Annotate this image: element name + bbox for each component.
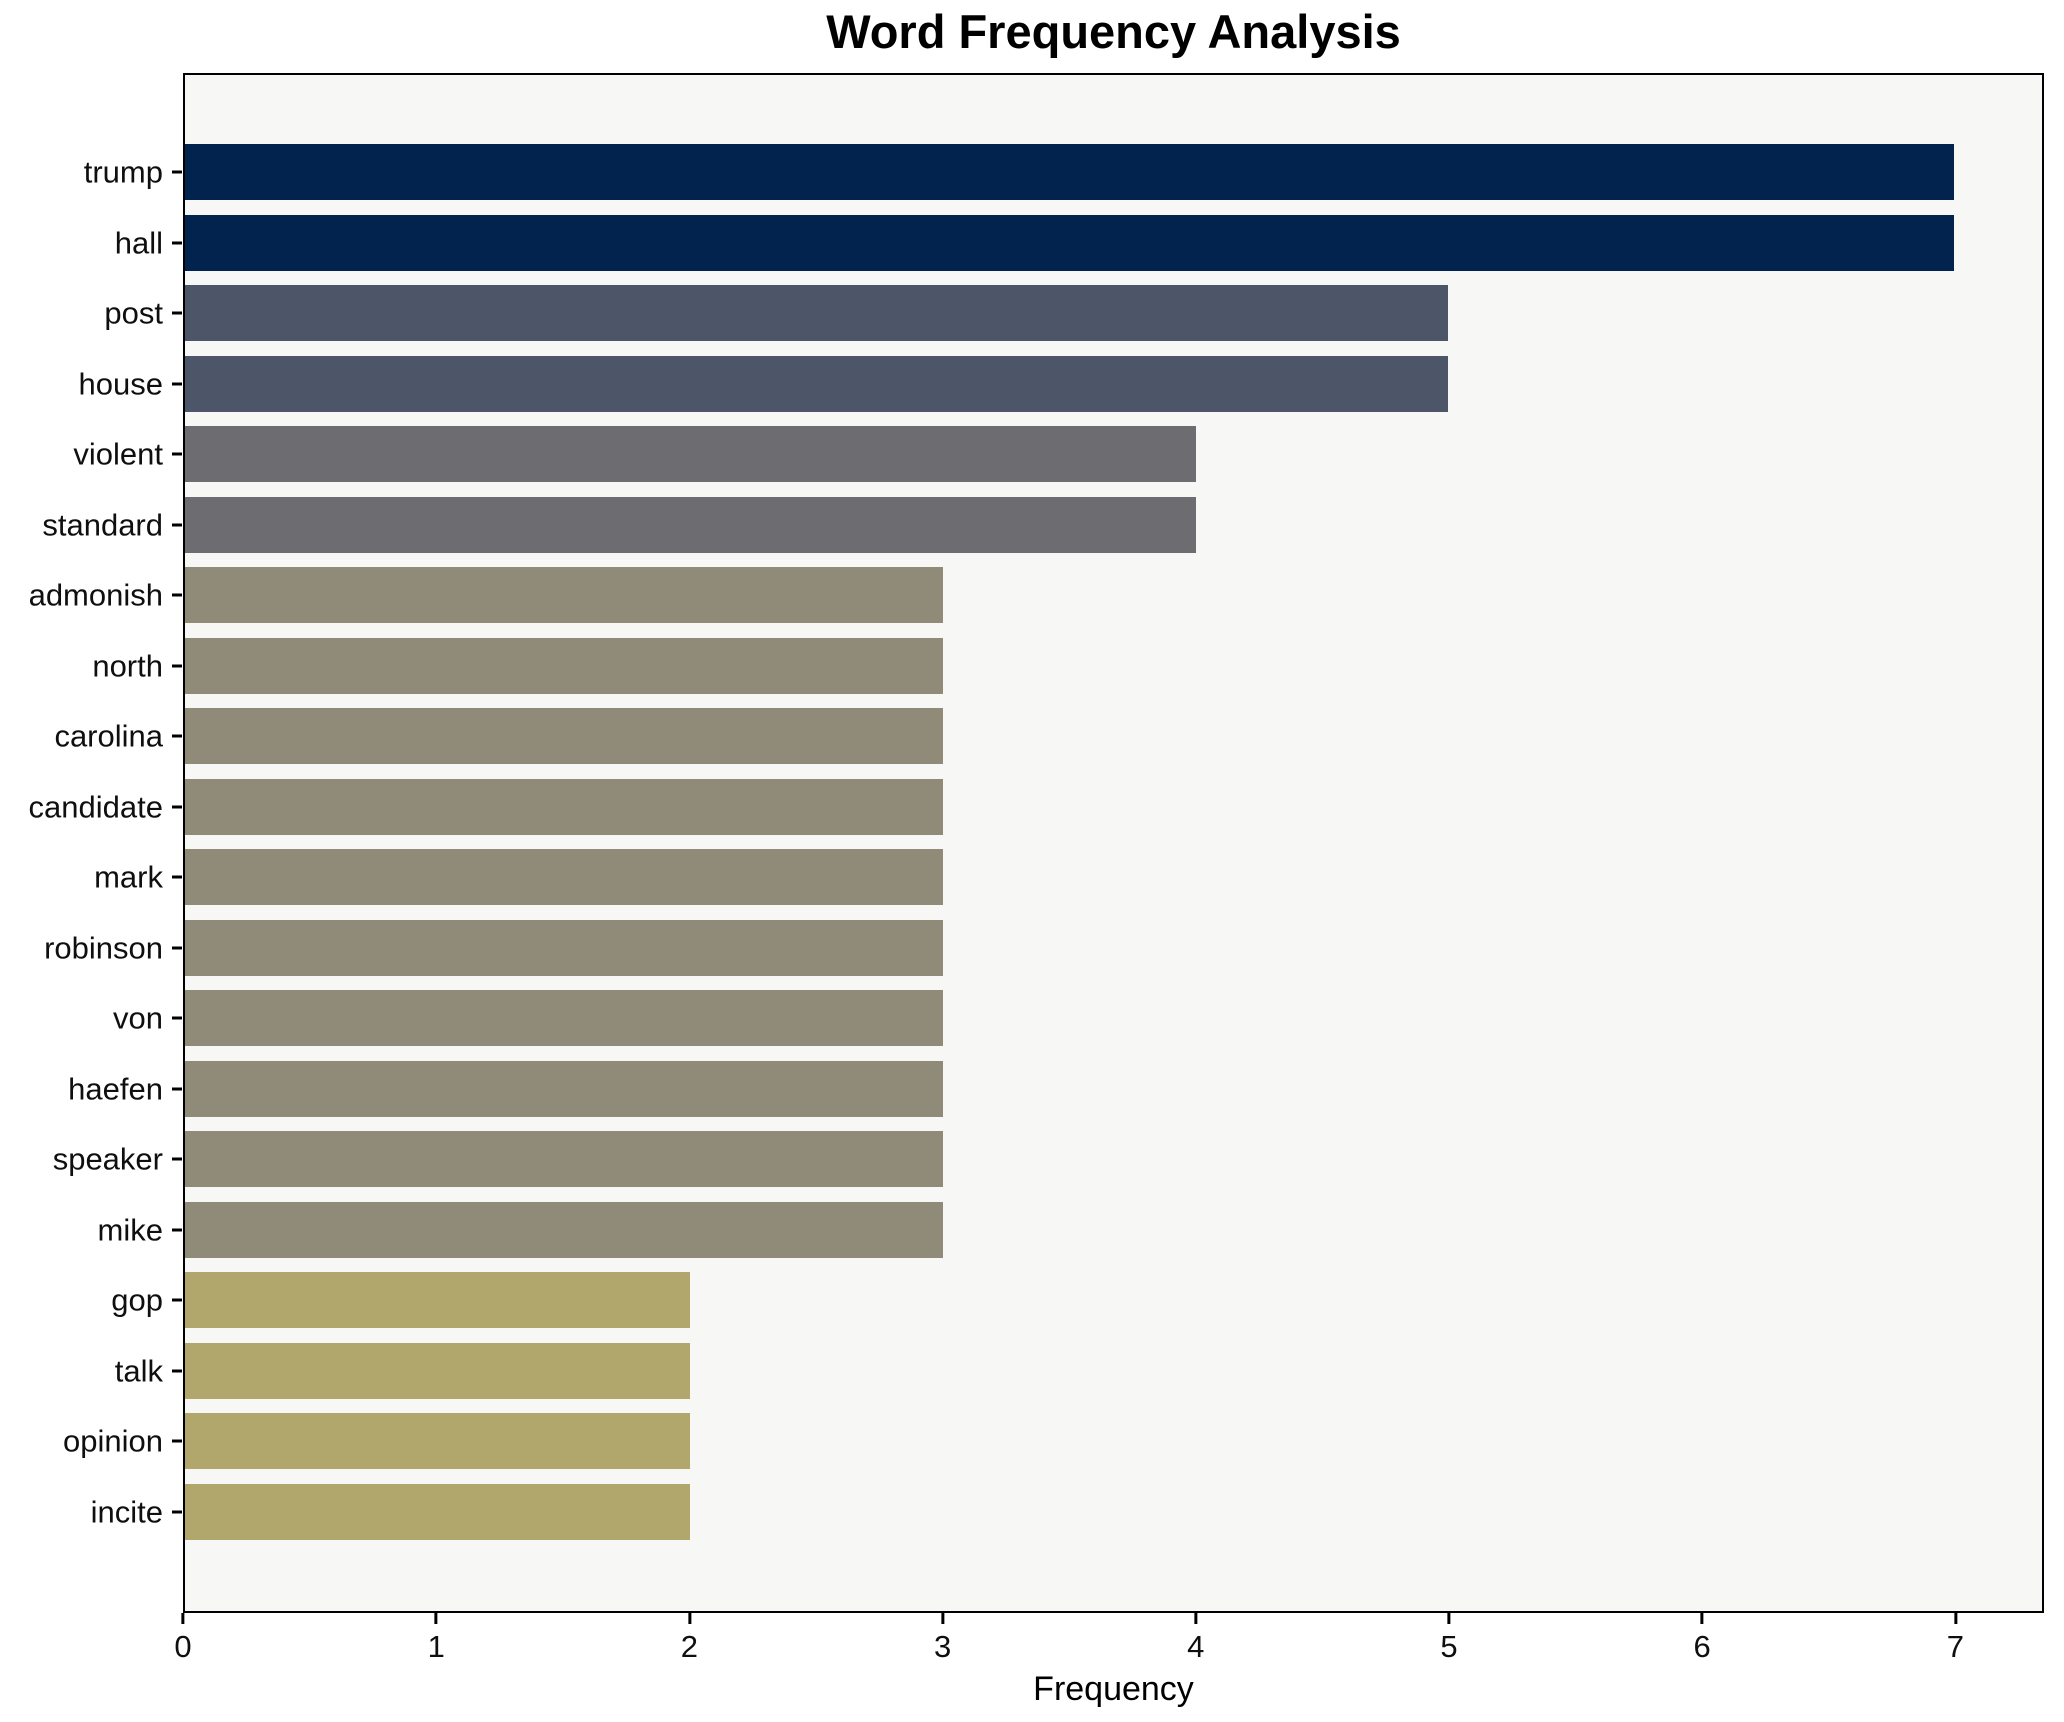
- y-tick-label: speaker: [52, 1141, 163, 1177]
- bars-container: trump hall post house violent standard admonis…: [29, 75, 2042, 1611]
- x-tick: 5: [1440, 1613, 1458, 1664]
- bar-row: candidate: [29, 772, 2042, 843]
- y-tick-label: opinion: [63, 1423, 163, 1459]
- bar: [185, 637, 943, 694]
- bar-row: robinson: [44, 913, 2042, 984]
- bar: [185, 919, 943, 976]
- x-tick-label: 1: [427, 1629, 445, 1664]
- y-tick-label: house: [78, 366, 163, 402]
- y-tick-label: carolina: [54, 718, 163, 754]
- bar-row: incite: [91, 1477, 2042, 1548]
- x-tick: 7: [1947, 1613, 1964, 1662]
- bar: [185, 1483, 691, 1540]
- bar-row: speaker: [53, 1124, 2042, 1195]
- x-axis-label: Frequency: [1033, 1670, 1194, 1708]
- bar-row: mark: [94, 842, 2042, 913]
- bar-row: admonish: [29, 560, 2042, 631]
- bar: [185, 1131, 943, 1188]
- x-tick-mark: [1953, 1613, 1957, 1624]
- bar: [185, 214, 1954, 271]
- bar: [185, 567, 943, 624]
- y-tick-label: trump: [83, 154, 163, 190]
- bar-row: gop: [111, 1265, 2042, 1336]
- y-tick-label: talk: [114, 1353, 163, 1389]
- y-tick-label: mark: [94, 859, 163, 895]
- bar: [185, 1342, 691, 1399]
- x-tick: 2: [681, 1613, 698, 1662]
- chart-title: Word Frequency Analysis: [826, 5, 1401, 58]
- x-tick: 0: [174, 1613, 192, 1664]
- bar-row: violent: [73, 419, 2042, 490]
- bar-row: north: [92, 631, 2042, 702]
- x-tick-label: 0: [174, 1629, 192, 1664]
- x-tick-label: 7: [1946, 1629, 1964, 1664]
- x-tick-mark: [1447, 1613, 1451, 1624]
- bar: [185, 496, 1196, 553]
- x-axis: 0 1 2 3 4 5 6 7: [174, 1613, 2044, 1683]
- bar-row: haefen: [68, 1054, 2042, 1125]
- x-tick-label: 6: [1693, 1629, 1711, 1664]
- bar-row: carolina: [54, 701, 2042, 772]
- bar: [185, 1201, 943, 1258]
- x-tick-mark: [1700, 1613, 1704, 1624]
- bar: [185, 1060, 943, 1117]
- x-tick: 1: [428, 1613, 445, 1662]
- x-tick-label: 3: [933, 1629, 952, 1664]
- plot-area: trump hall post house violent standard admonis…: [29, 73, 2044, 1613]
- x-tick-mark: [941, 1613, 945, 1624]
- bar-row: opinion: [63, 1406, 2042, 1477]
- bar-row: trump: [84, 137, 2042, 208]
- bar-row: post: [104, 278, 2042, 349]
- x-tick-mark: [1194, 1613, 1198, 1624]
- y-tick-label: violent: [73, 436, 163, 472]
- x-tick-mark: [434, 1613, 438, 1624]
- bar-row: house: [79, 349, 2042, 420]
- bar: [185, 990, 943, 1047]
- y-tick-label: mike: [97, 1212, 163, 1248]
- y-tick-label: candidate: [28, 789, 163, 825]
- bar: [185, 849, 943, 906]
- y-tick-label: gop: [111, 1282, 163, 1318]
- y-tick-label: north: [92, 648, 163, 684]
- y-tick-label: standard: [42, 507, 163, 543]
- bar: [185, 708, 943, 765]
- bar-row: von: [113, 983, 2042, 1054]
- x-tick-label: 5: [1440, 1629, 1458, 1664]
- bar: [185, 426, 1196, 483]
- bar: [185, 1272, 691, 1329]
- y-tick-label: haefen: [68, 1071, 163, 1107]
- x-tick-mark: [687, 1613, 691, 1624]
- bar: [185, 1413, 691, 1470]
- bar-row: talk: [115, 1336, 2042, 1407]
- y-tick-label: post: [104, 295, 163, 331]
- bar: [185, 285, 1449, 342]
- bar: [185, 144, 1954, 201]
- y-tick-label: incite: [90, 1494, 163, 1530]
- y-tick-label: hall: [114, 225, 163, 261]
- x-tick: 6: [1694, 1613, 1711, 1662]
- bar-row: mike: [98, 1195, 2042, 1266]
- bar-row: standard: [42, 490, 2042, 561]
- y-tick-label: robinson: [44, 930, 163, 966]
- bar: [185, 355, 1449, 412]
- x-tick: 3: [934, 1613, 951, 1662]
- x-tick-label: 4: [1187, 1629, 1205, 1664]
- bar-row: hall: [115, 208, 2042, 279]
- x-tick-label: 2: [680, 1629, 699, 1664]
- x-tick-mark: [181, 1613, 185, 1624]
- y-tick-label: admonish: [28, 577, 163, 613]
- bar: [185, 778, 943, 835]
- x-tick: 4: [1187, 1613, 1204, 1662]
- y-tick-label: von: [113, 1000, 163, 1036]
